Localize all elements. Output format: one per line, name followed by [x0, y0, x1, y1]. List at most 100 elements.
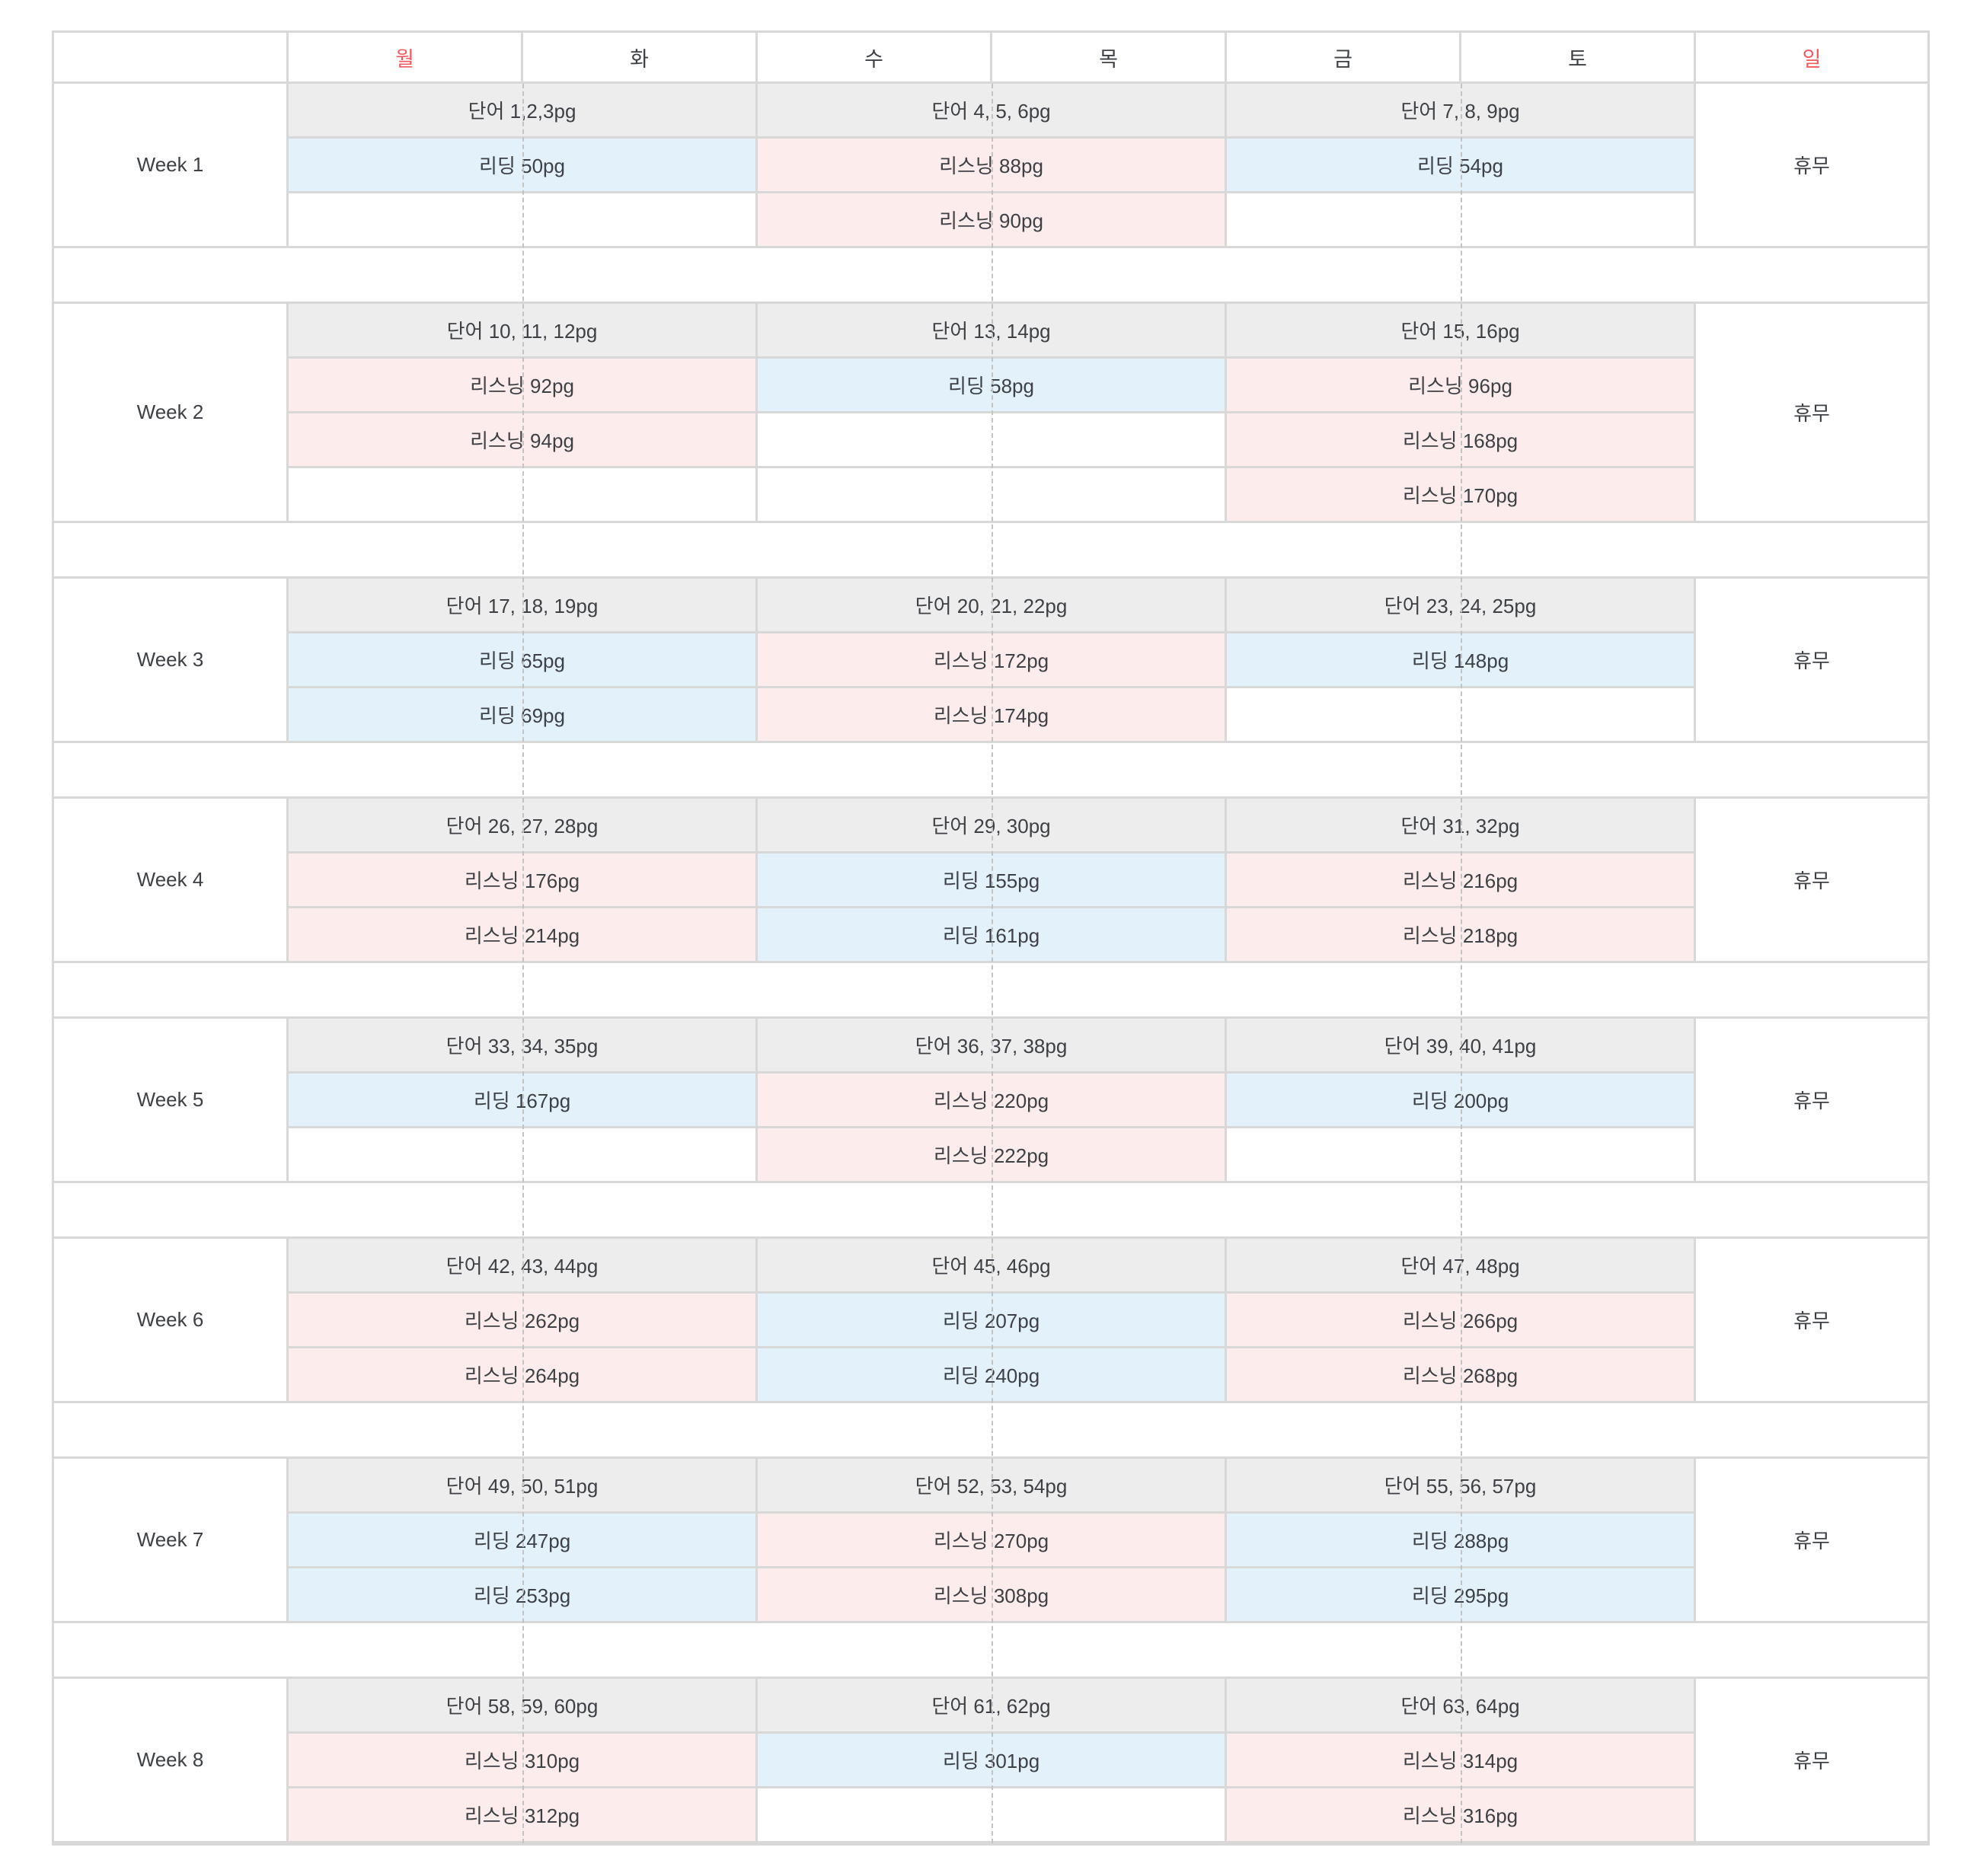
week-label-text: Week 6	[136, 1308, 204, 1331]
task-cell-vocab: 단어 47, 48pg	[1227, 1239, 1696, 1294]
task-cell-listening: 리스닝 220pg	[758, 1074, 1227, 1128]
week-section: Week 3 단어 17, 18, 19pg 단어 20, 21, 22pg 단어 2…	[54, 579, 1927, 743]
task-cell-text: 단어 29, 30pg	[931, 815, 1051, 838]
week-label: Week 6	[54, 1239, 289, 1401]
task-cell-text: 리스닝 90pg	[939, 209, 1043, 232]
task-cell-text: 단어 31, 32pg	[1400, 815, 1520, 838]
week-section: Week 7 단어 49, 50, 51pg 단어 52, 53, 54pg 단어 5…	[54, 1459, 1927, 1623]
task-cell-vocab: 단어 36, 37, 38pg	[758, 1019, 1227, 1074]
task-cell-listening: 리스닝 316pg	[1227, 1788, 1696, 1841]
task-cell-text: 단어 1,2,3pg	[468, 100, 576, 123]
task-cell-listening: 리스닝 314pg	[1227, 1734, 1696, 1788]
task-cell-text: 리스닝 92pg	[470, 375, 574, 397]
task-cell-reading: 리딩 54pg	[1227, 139, 1696, 193]
task-cell-listening: 리스닝 312pg	[289, 1788, 758, 1841]
rest-day-label: 휴무	[1793, 1090, 1830, 1112]
task-cell-text: 단어 52, 53, 54pg	[915, 1475, 1068, 1498]
task-cell-text: 단어 42, 43, 44pg	[446, 1255, 599, 1278]
task-cell-text: 단어 63, 64pg	[1400, 1695, 1520, 1718]
task-cell-text: 단어 47, 48pg	[1400, 1255, 1520, 1278]
week-gap	[54, 743, 1927, 799]
day-header-label: 목	[1099, 47, 1118, 71]
task-cell-text: 리스닝 172pg	[933, 649, 1049, 672]
day-header-label: 토	[1568, 47, 1587, 71]
day-header-일: 일	[1696, 33, 1927, 81]
day-header-토: 토	[1461, 33, 1696, 81]
task-cell-reading: 리딩 207pg	[758, 1294, 1227, 1348]
task-cell-listening: 리스닝 268pg	[1227, 1348, 1696, 1401]
task-cell-vocab: 단어 52, 53, 54pg	[758, 1459, 1227, 1514]
week-label-text: Week 2	[136, 400, 204, 423]
week-label: Week 8	[54, 1679, 289, 1841]
task-cell-reading: 리딩 58pg	[758, 359, 1227, 413]
task-cell-text: 단어 39, 40, 41pg	[1384, 1035, 1537, 1058]
task-cell-text: 단어 15, 16pg	[1400, 320, 1520, 343]
task-cell-listening: 리스닝 92pg	[289, 359, 758, 413]
task-cell-text: 리스닝 220pg	[933, 1090, 1049, 1112]
task-cell-text: 리스닝 94pg	[470, 429, 574, 452]
task-cell-listening: 리스닝 96pg	[1227, 359, 1696, 413]
task-cell-vocab: 단어 17, 18, 19pg	[289, 579, 758, 633]
task-cell-empty	[758, 468, 1227, 521]
task-cell-text: 리스닝 176pg	[464, 869, 580, 892]
rest-day-cell: 휴무	[1696, 84, 1927, 246]
task-cell-vocab: 단어 49, 50, 51pg	[289, 1459, 758, 1514]
week-section: Week 4 단어 26, 27, 28pg 단어 29, 30pg 단어 31, 3…	[54, 799, 1927, 963]
task-cell-empty	[289, 1128, 758, 1181]
task-cell-text: 리딩 240pg	[942, 1364, 1040, 1387]
task-cell-reading: 리딩 65pg	[289, 633, 758, 688]
week-label: Week 5	[54, 1019, 289, 1181]
task-cell-text: 단어 17, 18, 19pg	[446, 595, 599, 617]
task-cell-reading: 리딩 161pg	[758, 908, 1227, 961]
rest-day-cell: 휴무	[1696, 1459, 1927, 1621]
task-cell-empty	[1227, 688, 1696, 741]
week-label: Week 3	[54, 579, 289, 741]
week-label: Week 7	[54, 1459, 289, 1621]
rest-day-cell: 휴무	[1696, 1239, 1927, 1401]
rest-day-label: 휴무	[1793, 649, 1830, 672]
task-cell-text: 단어 13, 14pg	[931, 320, 1051, 343]
task-cell-text: 리스닝 218pg	[1402, 924, 1519, 947]
task-cell-text: 리스닝 270pg	[933, 1530, 1049, 1552]
task-cell-listening: 리스닝 174pg	[758, 688, 1227, 741]
week-label-text: Week 3	[136, 648, 204, 671]
week-label: Week 1	[54, 84, 289, 246]
task-cell-text: 리딩 301pg	[942, 1750, 1040, 1772]
task-cell-vocab: 단어 58, 59, 60pg	[289, 1679, 758, 1734]
task-cell-reading: 리딩 155pg	[758, 853, 1227, 908]
task-cell-listening: 리스닝 94pg	[289, 413, 758, 468]
task-cell-text: 단어 23, 24, 25pg	[1384, 595, 1537, 617]
task-cell-text: 리딩 207pg	[942, 1310, 1040, 1332]
task-cell-text: 리딩 58pg	[948, 375, 1034, 397]
task-cell-text: 리딩 161pg	[942, 924, 1040, 947]
task-cell-text: 단어 26, 27, 28pg	[446, 815, 599, 838]
task-cell-vocab: 단어 31, 32pg	[1227, 799, 1696, 853]
task-cell-text: 리딩 253pg	[473, 1584, 571, 1607]
day-header-label: 월	[395, 47, 414, 71]
task-cell-vocab: 단어 15, 16pg	[1227, 304, 1696, 359]
day-header-label: 수	[864, 47, 883, 71]
task-cell-vocab: 단어 1,2,3pg	[289, 84, 758, 139]
week-label-text: Week 1	[136, 153, 204, 176]
week-gap	[54, 248, 1927, 304]
task-cell-vocab: 단어 63, 64pg	[1227, 1679, 1696, 1734]
task-cell-listening: 리스닝 218pg	[1227, 908, 1696, 961]
day-header-월: 월	[289, 33, 523, 81]
task-cell-listening: 리스닝 216pg	[1227, 853, 1696, 908]
week-label: Week 4	[54, 799, 289, 961]
task-cell-text: 리스닝 316pg	[1402, 1804, 1519, 1827]
week-label-text: Week 8	[136, 1748, 204, 1771]
task-cell-empty	[289, 468, 758, 521]
task-cell-listening: 리스닝 308pg	[758, 1568, 1227, 1621]
week-section: Week 6 단어 42, 43, 44pg 단어 45, 46pg 단어 47, 4…	[54, 1239, 1927, 1403]
task-cell-reading: 리딩 240pg	[758, 1348, 1227, 1401]
task-cell-text: 리딩 54pg	[1417, 155, 1503, 177]
task-cell-reading: 리딩 167pg	[289, 1074, 758, 1128]
task-cell-reading: 리딩 50pg	[289, 139, 758, 193]
task-cell-text: 리스닝 264pg	[464, 1364, 580, 1387]
task-cell-text: 리스닝 216pg	[1402, 869, 1519, 892]
task-cell-text: 리딩 288pg	[1411, 1530, 1509, 1552]
task-cell-empty	[1227, 193, 1696, 246]
